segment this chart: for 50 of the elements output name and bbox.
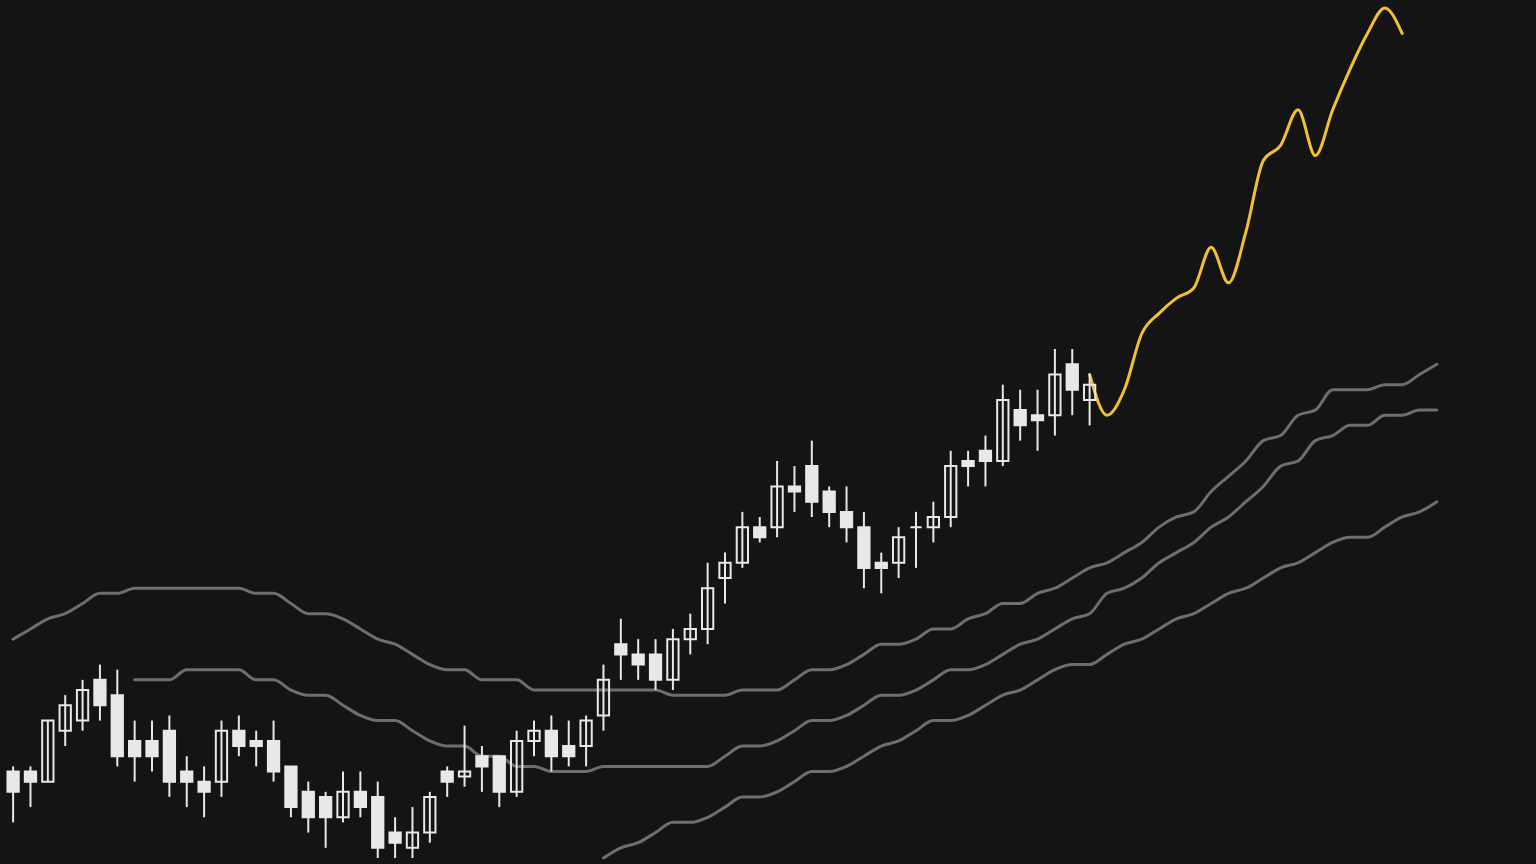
candlestick xyxy=(249,729,263,768)
candlestick xyxy=(700,561,715,646)
candlestick xyxy=(232,714,246,758)
candlestick xyxy=(839,485,854,544)
candlestick xyxy=(145,719,159,773)
candlestick xyxy=(926,500,940,544)
candlestick xyxy=(475,745,489,793)
candlestick xyxy=(1013,388,1027,442)
candlestick xyxy=(770,459,784,539)
candlestick xyxy=(6,765,20,824)
candlestick xyxy=(579,714,593,768)
candlestick xyxy=(510,729,524,798)
candlestick xyxy=(319,790,333,849)
candlestick xyxy=(1030,388,1045,452)
candlestick xyxy=(944,449,958,529)
candlestick xyxy=(180,755,194,809)
candlestick xyxy=(718,551,732,605)
candlestick xyxy=(405,806,420,859)
candlestick xyxy=(683,612,697,656)
candlestick xyxy=(562,719,576,768)
candlestick xyxy=(978,434,993,488)
candlestick xyxy=(753,515,767,544)
candlestick xyxy=(527,719,541,758)
candlestick xyxy=(197,765,211,819)
candlestick xyxy=(214,719,229,798)
candlestick xyxy=(388,816,402,859)
candlestick xyxy=(1082,373,1097,427)
candlestick xyxy=(41,719,55,783)
candlestick xyxy=(440,765,454,798)
candlestick xyxy=(423,790,437,844)
candlestick xyxy=(336,770,350,824)
candlestick xyxy=(787,465,802,513)
candlestick xyxy=(891,526,906,580)
candlestick xyxy=(996,383,1010,468)
candlestick xyxy=(631,638,645,681)
candlestick xyxy=(128,719,142,783)
candlestick xyxy=(1048,348,1062,437)
candlestick xyxy=(874,551,888,595)
candlestick xyxy=(75,678,90,732)
candlestick xyxy=(614,617,628,681)
candlestick xyxy=(58,694,72,748)
candlestick xyxy=(735,510,750,569)
candlestick xyxy=(596,663,611,732)
candlestick xyxy=(666,627,680,692)
candlestick xyxy=(23,765,38,809)
candlestick xyxy=(353,770,368,819)
candlestick xyxy=(909,510,923,569)
candlestick xyxy=(822,485,836,529)
candlestick xyxy=(457,724,472,788)
candlestick xyxy=(961,449,975,488)
